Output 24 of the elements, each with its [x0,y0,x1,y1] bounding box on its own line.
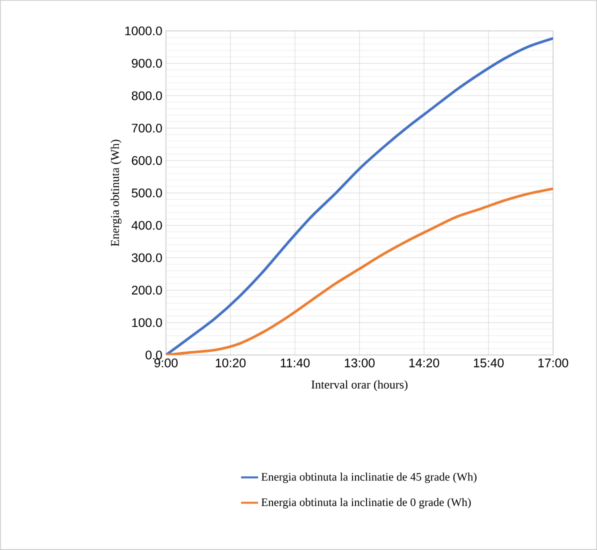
y-tick-label: 900.0 [132,58,162,68]
y-tick-label: 400.0 [132,220,162,230]
x-tick-label: 13:00 [344,358,375,368]
y-tick-label: 0.0 [146,350,162,360]
legend-label: Energia obtinuta la inclinatie de 45 grade (Wh) [261,472,476,484]
y-tick-label: 600.0 [132,156,162,165]
x-tick-label: 15:40 [474,358,504,368]
y-tick-label: 700.0 [132,124,162,133]
line-series [166,187,554,356]
x-tick-label: 9:00 [154,358,178,368]
y-tick-label: 200.0 [132,286,162,295]
legend-label: Energia obtinuta la inclinatie de 0 grade (Wh) [261,498,471,508]
x-tick-label: 10:20 [216,358,246,368]
y-tick-label: 500.0 [132,188,162,198]
y-tick-label: 800.0 [132,91,162,100]
x-tick-label: 11:40 [280,358,310,368]
y-axis-title: Energia obtinuta (Wh) [110,140,122,246]
y-tick-label: 1000.0 [125,26,162,36]
x-tick-label: 17:00 [538,358,568,368]
x-axis-title: Interval orar (hours) [311,380,408,392]
y-tick-label: 300.0 [132,253,162,262]
line-series [166,37,554,356]
y-tick-label: 100.0 [132,318,162,328]
x-tick-label: 14:20 [409,358,440,368]
